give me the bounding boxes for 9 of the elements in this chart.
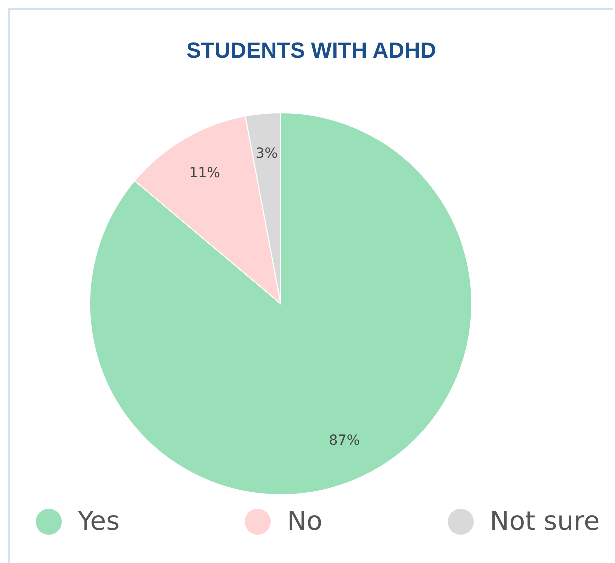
chart-title: STUDENTS WITH ADHD <box>186 37 438 65</box>
legend-label: Yes <box>78 507 120 537</box>
data-label: 87% <box>329 432 360 449</box>
data-label: 11% <box>189 166 220 182</box>
legend-label: No <box>287 507 323 537</box>
pie-slice <box>90 112 472 496</box>
data-label: 3% <box>256 146 278 162</box>
legend-label: Not sure <box>490 507 600 537</box>
pie-slice <box>134 116 282 304</box>
